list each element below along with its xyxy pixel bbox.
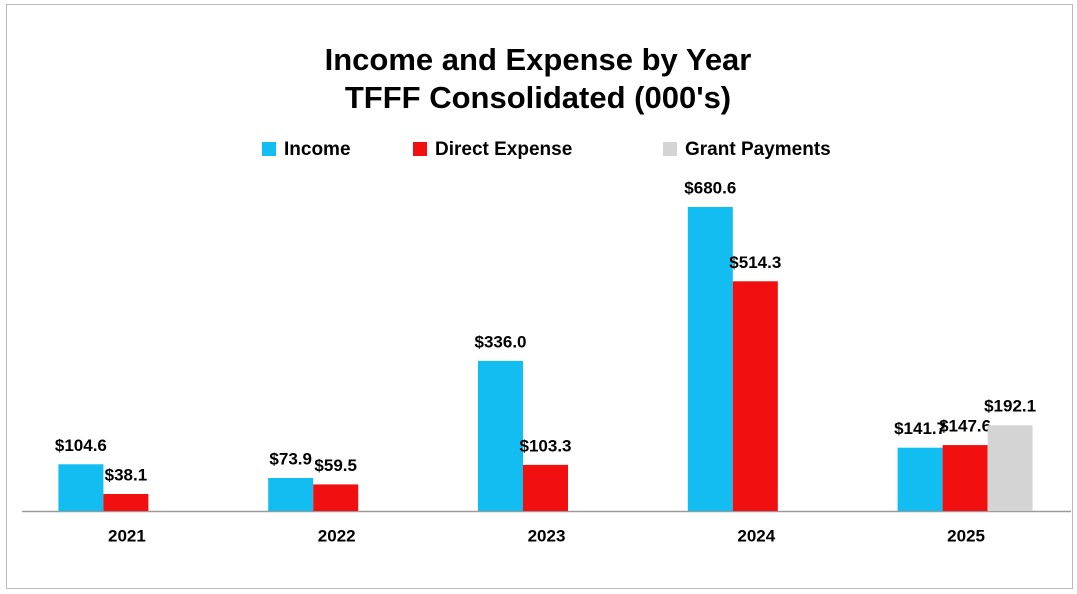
x-tick-label: 2022 <box>318 526 356 545</box>
bar <box>313 484 359 511</box>
data-label: $103.3 <box>520 436 572 455</box>
x-tick-label: 2024 <box>737 526 775 545</box>
bar <box>897 447 943 511</box>
data-label: $141.7 <box>894 419 946 438</box>
bar <box>478 360 523 511</box>
x-tick-label: 2025 <box>947 526 985 545</box>
bar <box>268 477 314 511</box>
bar <box>523 464 568 511</box>
data-label: $59.5 <box>314 456 357 475</box>
data-label: $336.0 <box>475 332 527 351</box>
data-label: $514.3 <box>729 253 781 272</box>
data-label: $104.6 <box>55 436 107 455</box>
data-label: $680.6 <box>684 178 736 197</box>
x-tick-label: 2023 <box>528 526 566 545</box>
data-label: $38.1 <box>105 465 148 484</box>
data-label: $192.1 <box>984 397 1036 416</box>
legend-swatch <box>413 142 427 156</box>
chart-subtitle: TFFF Consolidated (000's) <box>345 80 731 115</box>
legend-label: Income <box>284 139 351 160</box>
bar <box>687 207 733 511</box>
legend-label: Grant Payments <box>685 139 831 160</box>
data-label: $147.6 <box>939 417 991 436</box>
legend-label: Direct Expense <box>435 139 572 160</box>
bar <box>58 464 104 511</box>
legend-swatch <box>663 142 677 156</box>
x-tick-label: 2021 <box>108 526 146 545</box>
chart-title: Income and Expense by Year <box>325 42 752 77</box>
bar <box>987 425 1033 511</box>
bar <box>103 493 149 511</box>
bar <box>942 445 988 511</box>
bar <box>732 281 778 511</box>
legend-swatch <box>262 142 276 156</box>
data-label: $73.9 <box>269 449 312 468</box>
